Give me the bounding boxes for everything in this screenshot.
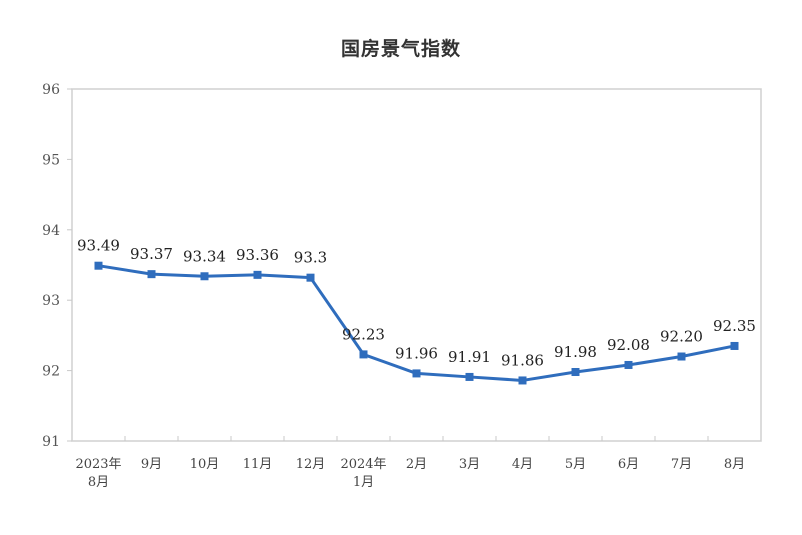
x-tick-label: 9月 <box>141 457 162 472</box>
data-point-marker <box>147 270 156 279</box>
y-tick-label: 96 <box>42 82 60 98</box>
plot-border <box>71 88 762 442</box>
data-label: 93.36 <box>236 246 279 264</box>
y-tick-label: 95 <box>42 152 60 168</box>
data-point-marker <box>412 369 421 378</box>
plot-frame <box>71 88 762 442</box>
x-tick-label: 1月 <box>353 475 374 490</box>
x-tick-label: 8月 <box>88 475 109 490</box>
x-tick-label: 6月 <box>618 457 639 472</box>
x-tick-label: 4月 <box>512 457 533 472</box>
y-tick-label: 92 <box>42 364 60 380</box>
data-label: 93.34 <box>183 247 226 265</box>
data-label: 91.86 <box>501 351 544 369</box>
data-point-marker <box>359 350 368 359</box>
chart-title: 国房景气指数 <box>340 38 461 60</box>
data-point-marker <box>624 360 633 369</box>
y-axis: 91 92 93 94 95 96 <box>42 82 72 450</box>
data-label: 91.98 <box>554 343 597 361</box>
data-label: 92.20 <box>660 328 703 346</box>
data-point-marker <box>677 352 686 361</box>
x-tick-label: 10月 <box>190 457 220 472</box>
x-tick-label: 3月 <box>459 457 480 472</box>
x-tick-label: 8月 <box>724 457 745 472</box>
x-tick-label: 2月 <box>406 457 427 472</box>
data-label: 93.37 <box>130 245 173 263</box>
data-label: 92.23 <box>342 325 385 343</box>
data-label: 92.35 <box>713 317 756 335</box>
x-tick-label: 12月 <box>296 457 326 472</box>
x-tick-label: 5月 <box>565 457 586 472</box>
x-tick-label: 2024年 <box>340 457 386 472</box>
data-point-marker <box>306 273 315 282</box>
data-label: 93.3 <box>294 249 327 267</box>
data-label: 91.96 <box>395 344 438 362</box>
y-tick-label: 94 <box>42 223 60 239</box>
data-point-marker <box>730 341 739 350</box>
data-point-marker <box>571 368 580 377</box>
data-labels: 93.49 93.37 93.34 93.36 93.3 92.23 91.96 91.91 9… <box>77 237 756 370</box>
data-point-marker <box>518 376 527 385</box>
x-tick-label: 11月 <box>243 457 273 472</box>
y-tick-label: 91 <box>42 434 60 450</box>
x-tick-label: 2023年 <box>75 457 121 472</box>
data-point-marker <box>94 261 103 270</box>
y-tick-label: 93 <box>42 293 60 309</box>
x-tick-label: 7月 <box>671 457 692 472</box>
data-label: 91.91 <box>448 348 491 366</box>
data-point-marker <box>253 270 262 279</box>
data-label: 92.08 <box>607 336 650 354</box>
data-point-marker <box>200 272 209 281</box>
data-label: 93.49 <box>77 237 120 255</box>
x-axis: 2023年 8月 9月 10月 11月 12月 2024年 1月 2月 3月 4月 5月 6月 7月 8月 <box>75 436 745 490</box>
data-point-marker <box>465 372 474 381</box>
line-path <box>98 264 735 382</box>
series-line <box>94 261 739 385</box>
